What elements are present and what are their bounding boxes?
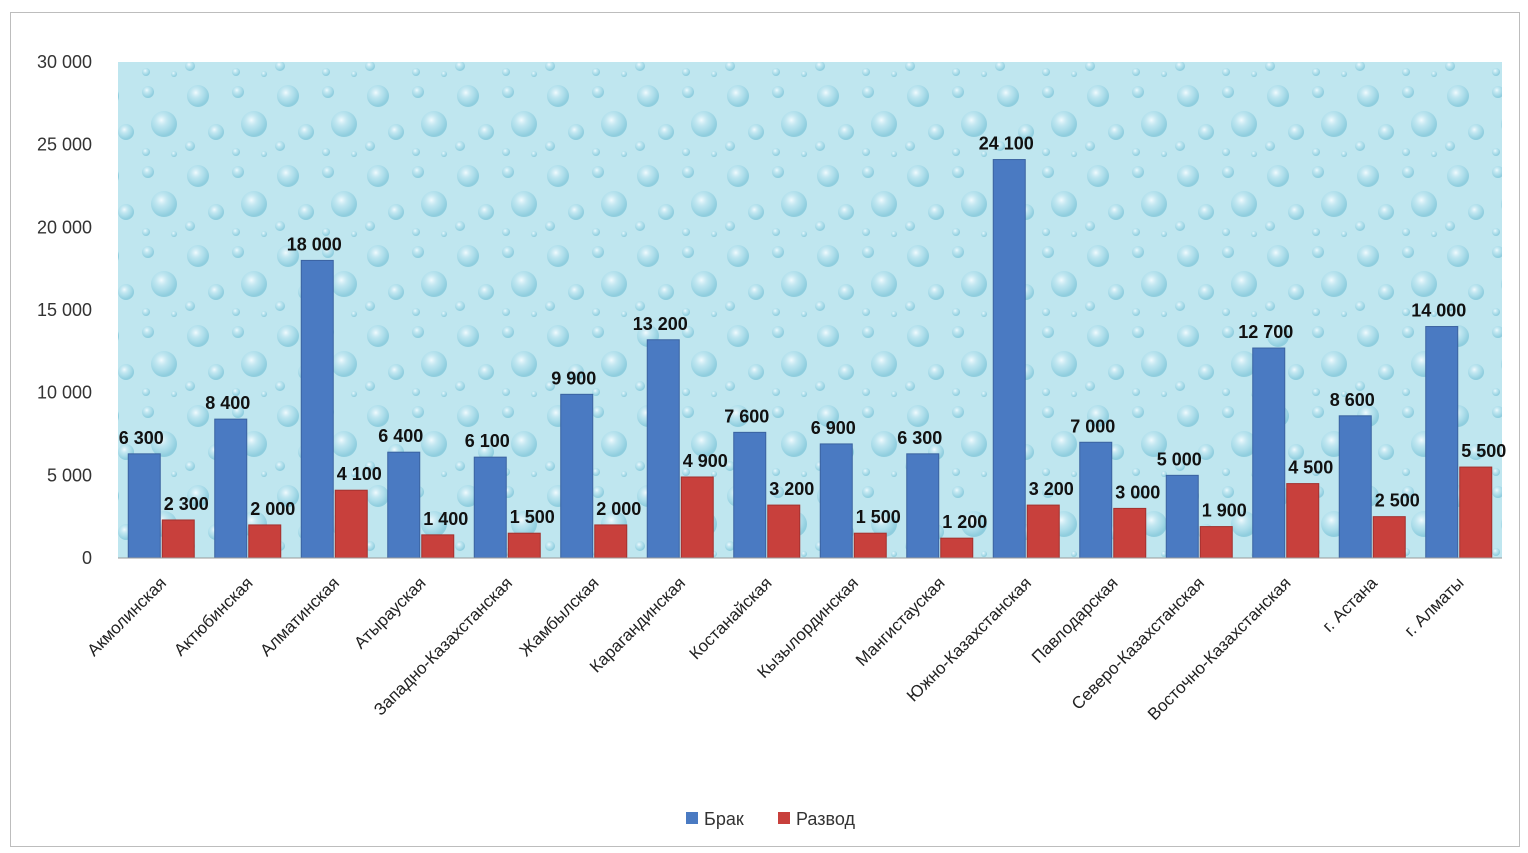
bar-brak xyxy=(1165,474,1199,559)
data-label-brak: 6 400 xyxy=(378,426,423,446)
bar-brak xyxy=(387,451,421,559)
data-label-razvod: 2 000 xyxy=(596,499,641,519)
y-tick-label: 5 000 xyxy=(47,465,92,485)
legend-label-brak: Брак xyxy=(704,809,744,829)
bar-brak xyxy=(1079,441,1113,559)
data-label-brak: 18 000 xyxy=(287,234,342,254)
data-label-brak: 24 100 xyxy=(979,134,1034,154)
bar-razvod xyxy=(940,537,974,559)
bar-razvod xyxy=(853,532,887,559)
x-tick-label: Восточно-Казахстанская xyxy=(1144,573,1295,724)
x-axis: Акмолинская Актюбинская Алматинская Атыраус… xyxy=(84,573,1468,724)
data-label-brak: 6 300 xyxy=(897,428,942,448)
y-tick-label: 30 000 xyxy=(37,52,92,72)
bar-razvod xyxy=(767,504,801,559)
legend-swatch-brak xyxy=(686,812,698,824)
y-tick-label: 25 000 xyxy=(37,135,92,155)
x-tick-label: Атырауская xyxy=(350,573,429,652)
bar-razvod xyxy=(594,524,628,559)
bar-brak xyxy=(733,431,767,559)
bar-razvod xyxy=(161,519,195,559)
data-label-razvod: 1 200 xyxy=(942,512,987,532)
data-label-razvod: 2 500 xyxy=(1375,491,1420,511)
y-tick-label: 10 000 xyxy=(37,383,92,403)
bar-razvod xyxy=(680,476,714,559)
bar-razvod xyxy=(421,534,455,559)
bar-brak xyxy=(1252,347,1286,559)
data-label-brak: 7 600 xyxy=(724,406,769,426)
data-label-razvod: 4 100 xyxy=(337,464,382,484)
y-axis: 0 5 000 10 000 15 000 20 000 25 000 30 000 xyxy=(37,52,92,568)
x-tick-label: Алматинская xyxy=(256,573,343,660)
bar-brak xyxy=(646,339,680,559)
y-tick-label: 0 xyxy=(82,548,92,568)
bar-brak xyxy=(819,443,853,559)
bar-razvod xyxy=(1459,466,1493,559)
x-tick-label: г. Астана xyxy=(1319,573,1382,636)
x-tick-label: Костанайская xyxy=(686,573,776,663)
bar-brak xyxy=(1338,415,1372,559)
x-tick-label: Жамбылская xyxy=(516,573,603,660)
bar-brak xyxy=(992,159,1026,559)
bar-razvod xyxy=(1199,526,1233,559)
data-label-razvod: 3 000 xyxy=(1115,482,1160,502)
bar-brak xyxy=(214,418,248,559)
data-label-brak: 8 600 xyxy=(1330,390,1375,410)
bar-razvod xyxy=(1113,507,1147,559)
bar-brak xyxy=(300,259,334,559)
y-tick-label: 20 000 xyxy=(37,217,92,237)
x-tick-label: Карагандинская xyxy=(586,573,689,676)
data-label-brak: 14 000 xyxy=(1411,301,1466,321)
x-tick-label: Актюбинская xyxy=(170,573,256,659)
data-label-razvod: 1 900 xyxy=(1202,501,1247,521)
bar-brak xyxy=(473,456,507,559)
bars xyxy=(127,159,1493,559)
data-label-brak: 5 000 xyxy=(1157,449,1202,469)
data-label-brak: 13 200 xyxy=(633,314,688,334)
data-label-razvod: 1 500 xyxy=(856,507,901,527)
data-label-razvod: 1 500 xyxy=(510,507,555,527)
x-tick-label: г. Алматы xyxy=(1401,573,1468,640)
bar-razvod xyxy=(248,524,282,559)
y-tick-label: 15 000 xyxy=(37,300,92,320)
x-tick-label: Западно-Казахстанская xyxy=(370,573,516,719)
bar-razvod xyxy=(1372,516,1406,559)
bar-razvod xyxy=(1286,483,1320,559)
bar-razvod xyxy=(334,489,368,559)
data-label-brak: 6 900 xyxy=(811,418,856,438)
bar-brak xyxy=(1425,326,1459,559)
data-labels: 6 300 2 300 8 400 2 000 18 000 4 100 6 400 1 40… xyxy=(119,134,1507,533)
data-label-brak: 8 400 xyxy=(205,393,250,413)
data-label-brak: 9 900 xyxy=(551,368,596,388)
bar-brak xyxy=(906,453,940,559)
x-tick-label: Акмолинская xyxy=(84,573,170,659)
x-tick-label: Мангистауская xyxy=(852,573,949,670)
data-label-razvod: 3 200 xyxy=(769,479,814,499)
bar-razvod xyxy=(507,532,541,559)
legend-label-razvod: Развод xyxy=(796,809,855,829)
data-label-brak: 7 000 xyxy=(1070,416,1115,436)
x-tick-label: Павлодарская xyxy=(1028,573,1122,667)
bar-razvod xyxy=(1026,504,1060,559)
legend: Брак Развод xyxy=(686,809,855,829)
data-label-brak: 6 100 xyxy=(465,431,510,451)
data-label-razvod: 5 500 xyxy=(1461,441,1506,461)
data-label-brak: 6 300 xyxy=(119,428,164,448)
data-label-razvod: 4 500 xyxy=(1288,458,1333,478)
data-label-razvod: 2 300 xyxy=(164,494,209,514)
data-label-razvod: 2 000 xyxy=(250,499,295,519)
bar-brak xyxy=(560,393,594,559)
bar-brak xyxy=(127,453,161,559)
data-label-razvod: 4 900 xyxy=(683,451,728,471)
data-label-razvod: 1 400 xyxy=(423,509,468,529)
legend-swatch-razvod xyxy=(778,812,790,824)
data-label-brak: 12 700 xyxy=(1238,322,1293,342)
data-label-razvod: 3 200 xyxy=(1029,479,1074,499)
